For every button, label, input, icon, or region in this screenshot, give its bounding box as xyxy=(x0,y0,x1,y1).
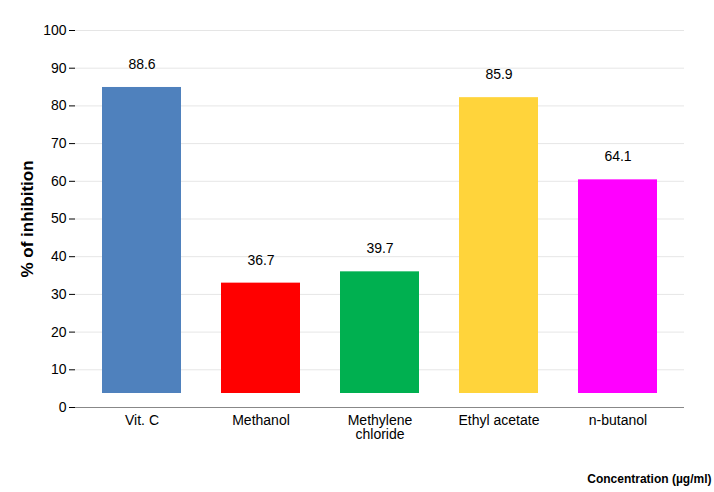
svg-text:100: 100 xyxy=(43,22,67,38)
svg-text:n-butanol: n-butanol xyxy=(589,412,647,428)
svg-text:40: 40 xyxy=(51,248,67,264)
svg-text:60: 60 xyxy=(51,173,67,189)
svg-text:30: 30 xyxy=(51,286,67,302)
svg-text:Vit. C: Vit. C xyxy=(125,412,159,428)
svg-text:88.6: 88.6 xyxy=(128,56,155,72)
svg-text:39.7: 39.7 xyxy=(366,240,393,256)
svg-text:85.9: 85.9 xyxy=(485,66,512,82)
svg-text:70: 70 xyxy=(51,135,67,151)
svg-text:% of inhibition: % of inhibition xyxy=(18,160,37,277)
svg-text:Methylenechloride: Methylenechloride xyxy=(348,412,413,442)
svg-text:0: 0 xyxy=(59,399,67,415)
svg-text:90: 90 xyxy=(51,60,67,76)
svg-text:Concentration (µg/ml): Concentration (µg/ml) xyxy=(587,472,711,486)
svg-text:64.1: 64.1 xyxy=(604,148,631,164)
svg-text:36.7: 36.7 xyxy=(247,252,274,268)
svg-text:50: 50 xyxy=(51,210,67,226)
svg-text:20: 20 xyxy=(51,324,67,340)
svg-text:Ethyl acetate: Ethyl acetate xyxy=(459,412,540,428)
svg-text:Methanol: Methanol xyxy=(232,412,290,428)
svg-text:80: 80 xyxy=(51,97,67,113)
svg-text:10: 10 xyxy=(51,361,67,377)
